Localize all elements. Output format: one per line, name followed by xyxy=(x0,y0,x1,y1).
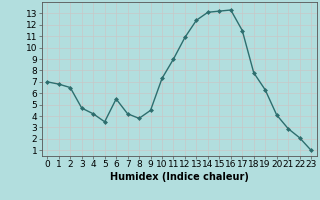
X-axis label: Humidex (Indice chaleur): Humidex (Indice chaleur) xyxy=(110,172,249,182)
